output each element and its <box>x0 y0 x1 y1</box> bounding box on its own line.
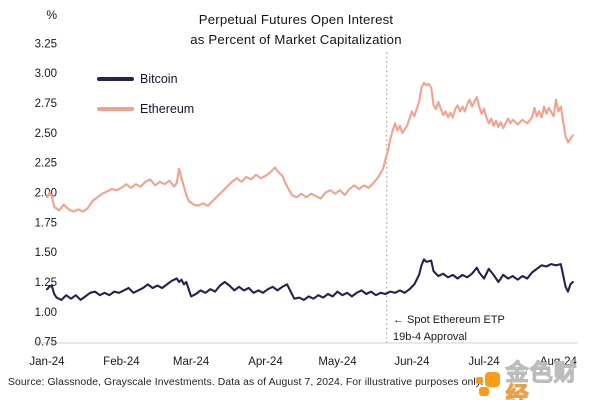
bitcoin-series-line <box>45 258 574 301</box>
x-tick-label: Aug-24 <box>540 356 578 368</box>
x-tick-label: Jan-24 <box>29 356 65 368</box>
y-tick-label: 2.50 <box>35 128 57 140</box>
legend: Bitcoin Ethereum <box>97 71 194 131</box>
legend-label-bitcoin: Bitcoin <box>140 72 178 86</box>
chart-title-line1: Perpetual Futures Open Interest <box>198 12 394 27</box>
x-tick-label: Feb-24 <box>103 356 140 368</box>
annotation-line1: ← Spot Ethereum ETP <box>393 314 505 326</box>
y-tick-label: 0.75 <box>35 337 57 349</box>
x-tick-label: Jul-24 <box>468 356 500 368</box>
ethereum-line-swatch <box>97 107 134 111</box>
legend-label-ethereum: Ethereum <box>140 102 195 116</box>
x-tick-label: May-24 <box>318 356 357 368</box>
y-tick-label: 2.25 <box>35 158 57 170</box>
golden-finance-logo-icon <box>476 371 502 397</box>
watermark-text-accent: 经 <box>505 382 530 400</box>
chart-title: Perpetual Futures Open Interest as Perce… <box>0 10 592 51</box>
watermark-text-main: 金色财 <box>505 359 578 385</box>
y-tick-label: 2.75 <box>35 98 57 110</box>
y-tick-label: 2.00 <box>35 188 57 200</box>
x-tick-label: Apr-24 <box>248 356 283 368</box>
y-tick-label: 3.00 <box>35 68 57 80</box>
annotation-line2: 19b-4 Approval <box>393 330 467 343</box>
y-tick-label: 1.50 <box>35 247 57 259</box>
x-tick-label: Mar-24 <box>173 356 210 368</box>
y-tick-label: 1.25 <box>35 277 57 289</box>
ethereum-series-line <box>45 81 574 213</box>
y-axis-unit-label: % <box>46 8 57 22</box>
golden-finance-watermark: 金色财经 <box>476 359 600 400</box>
y-tick-label: 1.00 <box>35 307 57 319</box>
legend-item-ethereum: Ethereum <box>97 101 194 117</box>
y-tick-label: 1.75 <box>35 217 57 229</box>
chart-title-line2: as Percent of Market Capitalization <box>190 32 402 48</box>
etf-approval-annotation: ← Spot Ethereum ETP 19b-4 Approval <box>393 312 505 345</box>
y-tick-label: 3.25 <box>35 38 57 50</box>
source-note: Source: Glassnode, Grayscale Investments… <box>8 377 484 388</box>
watermark-text: 金色财经 <box>505 359 600 400</box>
legend-item-bitcoin: Bitcoin <box>97 71 194 87</box>
x-tick-label: Jun-24 <box>394 356 430 368</box>
bitcoin-line-swatch <box>97 77 134 81</box>
